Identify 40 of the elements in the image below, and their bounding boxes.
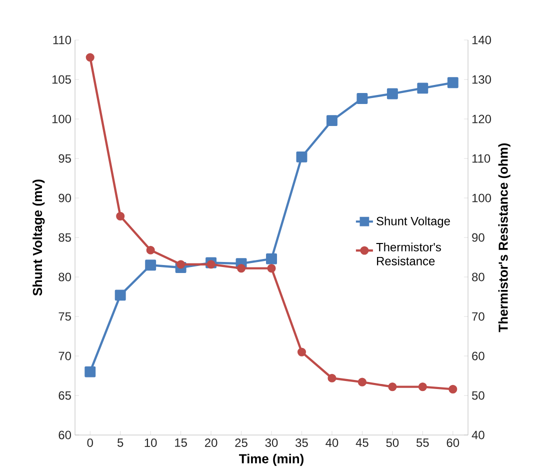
y2-tick-label: 120: [472, 114, 492, 124]
x-tick-label: 50: [386, 438, 399, 447]
y-tick-label: 75: [58, 312, 71, 321]
y2-axis-title: Thermistor's Resistance (ohm): [498, 143, 510, 332]
y-tick-label: 85: [58, 233, 71, 242]
x-tick-label: 45: [356, 438, 368, 447]
y2-tick-label: 60: [472, 352, 484, 360]
y2-tick-label: 90: [472, 233, 484, 242]
y-tick-label: 65: [58, 391, 71, 400]
x-axis-title: Time (min): [239, 454, 304, 466]
legend-label: Shunt Voltage: [376, 216, 450, 228]
x-tick-label: 5: [118, 438, 124, 447]
x-tick-label: 0: [87, 438, 93, 447]
x-tick-label: 55: [416, 438, 429, 447]
x-tick-label: 25: [235, 438, 248, 447]
y-tick-label: 100: [52, 114, 72, 124]
x-tick-label: 15: [175, 438, 187, 447]
y-tick-label: 95: [58, 154, 71, 163]
y2-tick-label: 100: [472, 194, 492, 202]
y2-tick-label: 80: [472, 272, 484, 282]
y2-tick-label: 40: [472, 430, 484, 440]
y-tick-label: 60: [58, 430, 72, 440]
x-tick-label: 20: [204, 438, 218, 447]
x-tick-label: 40: [326, 438, 338, 447]
y-tick-label: 105: [52, 75, 71, 84]
y2-tick-label: 70: [472, 312, 484, 321]
x-tick-label: 35: [296, 438, 308, 447]
y-tick-label: 70: [58, 352, 72, 360]
y2-tick-label: 140: [472, 36, 492, 44]
y-tick-label: 110: [53, 36, 72, 44]
y-tick-label: 90: [58, 194, 72, 202]
y2-tick-label: 50: [472, 391, 484, 400]
y2-tick-label: 110: [472, 154, 490, 163]
x-tick-label: 10: [144, 438, 157, 447]
y2-tick-label: 130: [472, 75, 492, 84]
y-tick-label: 80: [58, 272, 72, 282]
x-tick-label: 30: [265, 438, 278, 447]
x-tick-label: 60: [446, 438, 460, 447]
legend-label: Thermistor's Resistance: [376, 242, 441, 266]
y-axis-title: Shunt Voltage (mv): [32, 180, 45, 296]
